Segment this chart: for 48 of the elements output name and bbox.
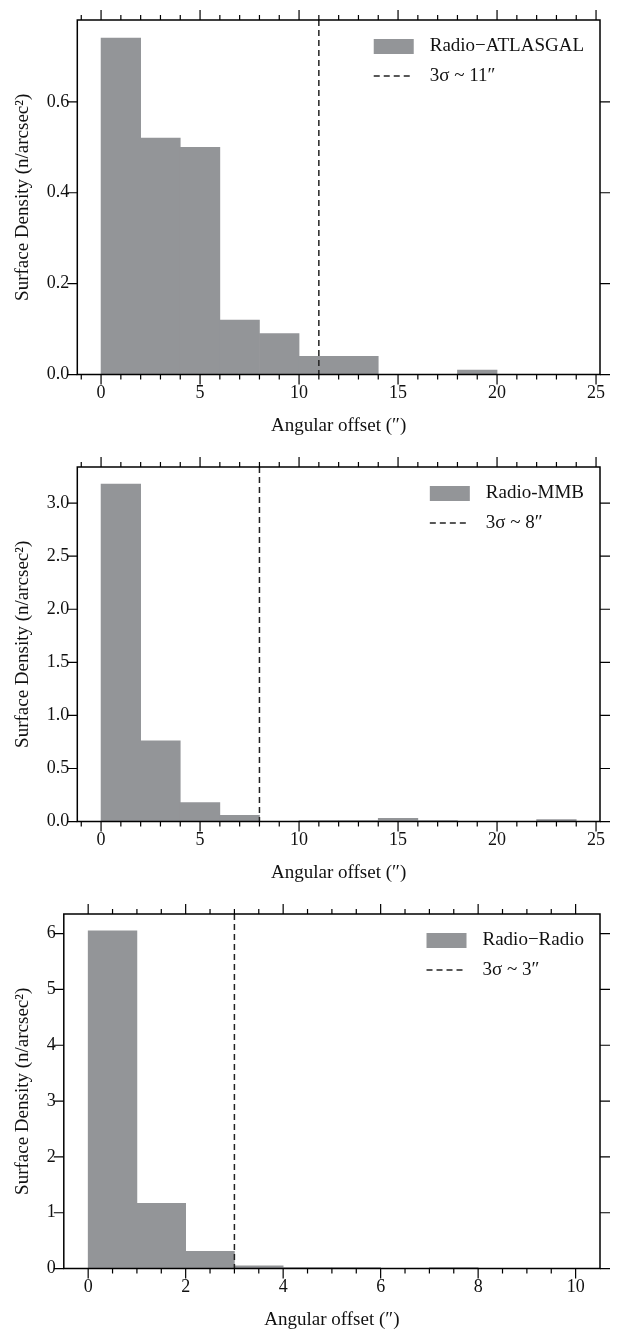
x-tick-label: 20 bbox=[488, 829, 507, 850]
y-tick-label: 0.0 bbox=[46, 810, 70, 831]
legend-label: Radio-MMB bbox=[485, 480, 585, 502]
x-axis-title: Angular offset (″) bbox=[264, 1307, 400, 1330]
ref-line-label: 3σ ~ 11″ bbox=[429, 63, 496, 85]
y-tick-label: 0 bbox=[46, 1257, 56, 1278]
y-tick-label: 0.0 bbox=[46, 363, 70, 384]
x-tick-label: 10 bbox=[290, 382, 309, 403]
x-tick-label: 20 bbox=[488, 382, 507, 403]
x-tick-label: 10 bbox=[566, 1276, 585, 1297]
x-tick-label: 6 bbox=[376, 1276, 386, 1297]
x-tick-label: 0 bbox=[96, 829, 106, 850]
x-tick-label: 25 bbox=[587, 829, 606, 850]
x-tick-label: 4 bbox=[278, 1276, 288, 1297]
y-tick-label: 2 bbox=[46, 1145, 56, 1166]
x-tick-label: 5 bbox=[195, 382, 205, 403]
x-tick-label: 0 bbox=[83, 1276, 93, 1297]
y-axis-title: Surface Density (n/arcsec²) bbox=[11, 540, 34, 748]
y-axis-title: Surface Density (n/arcsec²) bbox=[11, 987, 34, 1195]
y-tick-label: 0.6 bbox=[46, 90, 70, 111]
ref-line-label: 3σ ~ 8″ bbox=[485, 510, 543, 532]
y-tick-label: 2.0 bbox=[46, 598, 70, 618]
legend-label: Radio−ATLASGAL bbox=[429, 33, 584, 55]
x-axis-title: Angular offset (″) bbox=[271, 413, 407, 436]
y-tick-label: 1.5 bbox=[46, 651, 70, 672]
y-tick-label: 3 bbox=[46, 1089, 56, 1110]
legend-label: Radio−Radio bbox=[482, 927, 585, 949]
x-tick-label: 0 bbox=[96, 382, 106, 403]
y-tick-label: 0.2 bbox=[46, 272, 70, 293]
y-tick-label: 1 bbox=[46, 1201, 56, 1222]
y-tick-label: 3.0 bbox=[46, 491, 70, 512]
y-tick-label: 5 bbox=[46, 978, 56, 999]
y-tick-label: 1.0 bbox=[46, 704, 70, 725]
x-tick-label: 8 bbox=[473, 1276, 483, 1297]
x-axis-title: Angular offset (″) bbox=[271, 860, 407, 883]
y-tick-label: 6 bbox=[46, 922, 56, 943]
x-tick-label: 5 bbox=[195, 829, 205, 850]
x-tick-label: 15 bbox=[389, 829, 408, 850]
x-tick-label: 10 bbox=[290, 829, 309, 850]
y-tick-label: 0.5 bbox=[46, 757, 70, 778]
ref-line-label: 3σ ~ 3″ bbox=[482, 957, 540, 979]
y-axis-title: Surface Density (n/arcsec²) bbox=[11, 93, 34, 301]
y-tick-label: 2.5 bbox=[46, 544, 70, 565]
y-tick-label: 4 bbox=[46, 1033, 56, 1054]
x-tick-label: 25 bbox=[587, 382, 606, 403]
x-tick-label: 2 bbox=[181, 1276, 191, 1297]
y-tick-label: 0.4 bbox=[46, 181, 70, 202]
x-tick-label: 15 bbox=[389, 382, 408, 403]
